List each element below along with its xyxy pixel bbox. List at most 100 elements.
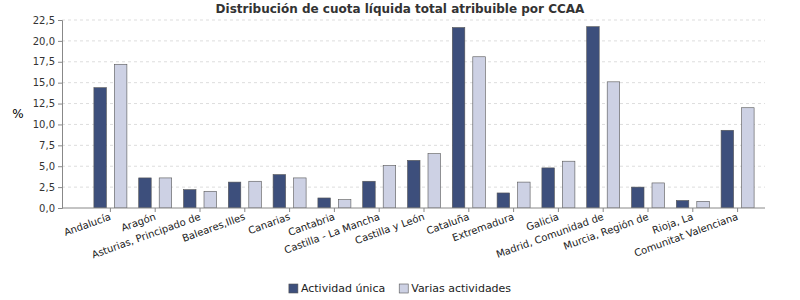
- legend-swatch: [289, 284, 298, 293]
- x-tick-mark: [737, 208, 738, 212]
- y-tick-mark: [58, 41, 62, 42]
- y-tick: 0,0: [39, 203, 62, 214]
- bar: [294, 178, 307, 208]
- x-tick-label: Baleares,Illes: [181, 211, 247, 244]
- y-tick: 7,5: [39, 140, 62, 151]
- bar: [676, 200, 689, 208]
- y-tick: 22,5: [33, 15, 62, 26]
- bar: [318, 198, 331, 208]
- bar: [338, 200, 351, 208]
- x-tick-mark: [289, 208, 290, 212]
- bar: [607, 82, 620, 208]
- y-tick-mark: [58, 124, 62, 125]
- y-tick-label: 20,0: [33, 36, 55, 47]
- x-tick-mark: [648, 208, 649, 212]
- grid-line: [62, 103, 765, 104]
- bar: [632, 187, 645, 208]
- bar: [383, 165, 396, 208]
- legend-label: Actividad única: [301, 282, 385, 295]
- title: Distribución de cuota líquida total atri…: [216, 2, 586, 16]
- legend-item: Varias actividades: [399, 282, 511, 295]
- y-tick-mark: [58, 166, 62, 167]
- x-tick-label: Canarias: [247, 211, 292, 236]
- y-tick-label: 2,5: [39, 182, 55, 193]
- bar: [497, 193, 510, 208]
- x-tick-label: Comunitat Valenciana: [633, 211, 740, 259]
- bar: [742, 108, 755, 208]
- x-tick-label: Murcia, Región de: [562, 211, 650, 252]
- bar: [652, 183, 665, 208]
- bar: [518, 182, 531, 208]
- x-tick: Murcia, Región de: [562, 208, 650, 252]
- x-tick: Extremadura: [451, 208, 516, 243]
- x-tick-label: Andalucía: [62, 211, 112, 238]
- y-tick-label: 7,5: [39, 140, 55, 151]
- bar: [408, 160, 421, 208]
- legend: Actividad única Varias actividades: [289, 282, 511, 295]
- y-tick-label: 22,5: [33, 15, 55, 26]
- x-tick-mark: [379, 208, 380, 212]
- x-tick: Canarias: [247, 208, 292, 236]
- grid-line: [62, 61, 765, 62]
- y-tick-label: 0,0: [39, 203, 55, 214]
- y-tick-label: 10,0: [33, 119, 55, 130]
- y-axis-title: %: [12, 107, 23, 121]
- bar: [249, 181, 262, 208]
- x-tick-mark: [155, 208, 156, 212]
- y-tick-mark: [58, 83, 62, 84]
- chart: Distribución de cuota líquida total atri…: [0, 0, 800, 300]
- y-tick-mark: [58, 145, 62, 146]
- bar: [428, 154, 441, 208]
- x-tick-mark: [110, 208, 111, 212]
- y-tick: 5,0: [39, 161, 62, 172]
- x-tick-mark: [558, 208, 559, 212]
- bar: [114, 64, 127, 208]
- bar: [587, 27, 600, 208]
- bar: [228, 182, 241, 208]
- y-tick-label: 15,0: [33, 77, 55, 88]
- x-axis-line: [62, 208, 765, 209]
- x-tick-label: Castilla y León: [354, 211, 426, 246]
- bar: [562, 161, 575, 208]
- y-tick-label: 12,5: [33, 98, 55, 109]
- y-axis: 0,0 2,5 5,0 7,5 10,0 12,5 15,0 17,5 20,0 22,5: [33, 15, 63, 214]
- x-tick-mark: [200, 208, 201, 212]
- y-tick: 15,0: [33, 77, 62, 88]
- x-tick-mark: [513, 208, 514, 212]
- grid-line: [62, 40, 765, 41]
- x-tick-mark: [468, 208, 469, 212]
- bar: [204, 191, 217, 208]
- x-tick-mark: [244, 208, 245, 212]
- grid-line: [62, 124, 765, 125]
- y-tick-mark: [58, 62, 62, 63]
- y-tick-mark: [58, 104, 62, 105]
- x-tick-label: Extremadura: [451, 211, 516, 244]
- bar: [721, 130, 734, 208]
- y-tick-mark: [58, 20, 62, 21]
- bar: [697, 201, 710, 208]
- bar: [94, 88, 107, 208]
- x-tick: Comunitat Valenciana: [633, 208, 740, 259]
- bar: [363, 181, 376, 208]
- bars: [94, 27, 754, 208]
- y-tick-mark: [58, 208, 62, 209]
- x-tick-mark: [692, 208, 693, 212]
- x-tick-mark: [603, 208, 604, 212]
- legend-item: Actividad única: [289, 282, 385, 295]
- y-tick: 17,5: [33, 56, 62, 67]
- y-tick: 12,5: [33, 98, 62, 109]
- bar: [542, 168, 555, 208]
- y-tick-label: 17,5: [33, 56, 55, 67]
- bar: [273, 175, 286, 208]
- legend-swatch: [399, 284, 408, 293]
- bar: [159, 178, 172, 208]
- bar: [452, 28, 465, 208]
- y-tick: 10,0: [33, 119, 62, 130]
- y-tick: 20,0: [33, 36, 62, 47]
- x-tick-mark: [334, 208, 335, 212]
- grid-line: [62, 82, 765, 83]
- x-tick: Andalucía: [62, 208, 112, 238]
- x-axis: AndalucíaAragónAsturias, Principado deBa…: [62, 208, 739, 260]
- grid-line: [62, 20, 765, 21]
- grid-line: [62, 145, 765, 146]
